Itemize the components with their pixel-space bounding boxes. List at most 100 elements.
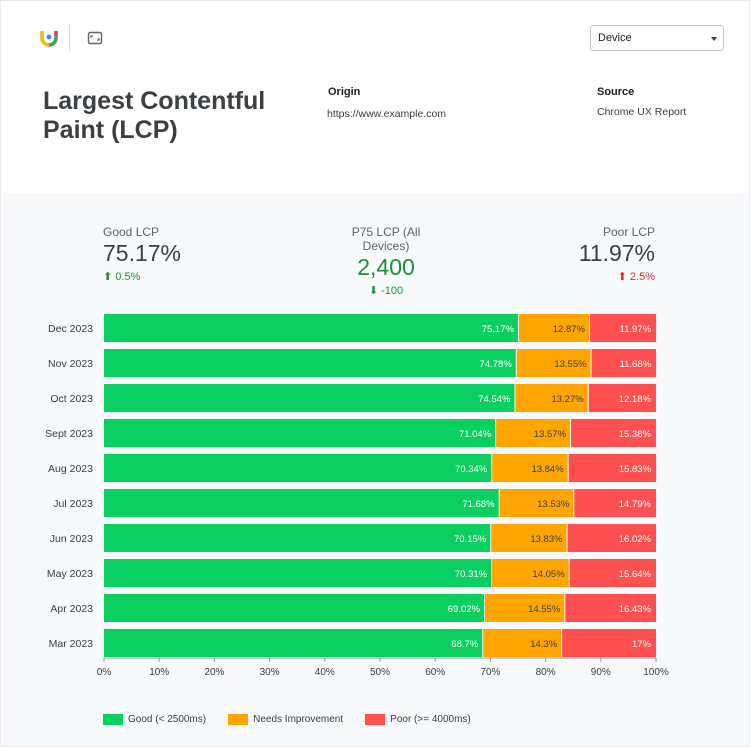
kpi-p75-value: 2,400 xyxy=(357,254,415,280)
data-label-poor: 16.43% xyxy=(619,604,652,615)
data-label-poor: 17% xyxy=(632,639,652,650)
x-tick-label: 0% xyxy=(97,667,112,678)
kpi-poor-label: Poor LCP xyxy=(602,225,655,239)
header-divider xyxy=(69,25,70,51)
data-label-good: 70.15% xyxy=(454,534,487,545)
device-select-value: Device xyxy=(598,32,632,44)
data-label-good: 70.31% xyxy=(455,569,488,580)
data-label-poor: 15.64% xyxy=(619,569,652,580)
origin-label: Origin xyxy=(328,86,361,98)
bar-needs-improvement xyxy=(483,629,562,657)
category-label: May 2023 xyxy=(47,568,93,580)
x-tick-label: 60% xyxy=(425,667,445,678)
legend-item-poor[interactable]: Poor (>= 4000ms) xyxy=(365,714,471,725)
logo-icon xyxy=(40,31,58,47)
device-select[interactable]: Device xyxy=(590,25,724,51)
bar-poor xyxy=(565,594,656,622)
category-label: Mar 2023 xyxy=(49,638,94,650)
category-label: Oct 2023 xyxy=(50,393,93,405)
data-label-good: 74.54% xyxy=(478,394,511,405)
bar-good xyxy=(104,314,518,342)
data-label-poor: 11.97% xyxy=(620,324,652,335)
bar-good xyxy=(104,524,491,552)
data-label-poor: 11.68% xyxy=(620,359,652,370)
bar-needs-improvement xyxy=(492,559,569,587)
x-tick-label: 50% xyxy=(370,667,390,678)
bar-needs-improvement xyxy=(515,384,588,412)
data-label-good: 68.7% xyxy=(451,639,478,650)
category-label: Jun 2023 xyxy=(50,533,93,545)
bar-good xyxy=(104,594,484,622)
bar-poor xyxy=(569,559,656,587)
legend-label-good: Good (< 2500ms) xyxy=(128,714,207,725)
top-bar: Device xyxy=(1,1,750,73)
bar-needs-improvement xyxy=(496,419,571,447)
arrow-up-icon: ⬆ xyxy=(617,271,627,283)
data-label-good: 69.02% xyxy=(448,604,481,615)
data-label-poor: 12.18% xyxy=(619,394,652,405)
data-label-poor: 15.83% xyxy=(619,464,652,475)
bar-good xyxy=(104,349,516,377)
page-title: Largest Contentful Paint (LCP) xyxy=(43,87,266,144)
bar-needs-improvement xyxy=(492,454,568,482)
data-label-needs-improvement: 12.87% xyxy=(553,324,586,335)
bar-poor xyxy=(574,489,656,517)
chart-legend: Good (< 2500ms) Needs Improvement Poor (… xyxy=(103,714,493,725)
bar-poor xyxy=(588,384,656,412)
data-label-good: 74.78% xyxy=(480,359,513,370)
bar-good xyxy=(104,629,483,657)
source-value: Chrome UX Report xyxy=(597,106,687,118)
x-tick-label: 40% xyxy=(315,667,335,678)
kpi-poor-delta-value: 2.5% xyxy=(629,271,655,283)
arrow-down-icon: ⬇ xyxy=(368,285,379,297)
kpi-good-delta-value: 0.5% xyxy=(115,271,141,283)
x-tick-label: 100% xyxy=(643,667,669,678)
expand-icon[interactable] xyxy=(87,30,103,46)
data-label-needs-improvement: 14.55% xyxy=(528,604,561,615)
data-label-good: 70.34% xyxy=(455,464,488,475)
data-label-needs-improvement: 14.3% xyxy=(530,639,557,650)
category-label: Sept 2023 xyxy=(45,428,93,440)
kpi-good-label: Good LCP xyxy=(103,225,160,239)
arrow-up-icon: ⬆ xyxy=(103,271,113,283)
data-label-good: 71.68% xyxy=(462,499,495,510)
kpi-p75-delta: ⬇ -100 xyxy=(330,284,442,297)
data-label-good: 75.17% xyxy=(482,324,515,335)
data-label-needs-improvement: 14.05% xyxy=(532,569,565,580)
kpi-poor-value: 11.97% xyxy=(578,240,655,266)
category-label: Dec 2023 xyxy=(48,323,93,335)
kpi-p75-label: P75 LCP (All Devices) xyxy=(351,225,421,253)
source-label: Source xyxy=(597,86,635,98)
category-label: Jul 2023 xyxy=(53,498,93,510)
kpi-p75-lcp: P75 LCP (All Devices) 2,400 ⬇ -100 xyxy=(330,225,442,297)
bar-good xyxy=(104,489,499,517)
bar-poor xyxy=(589,314,657,342)
origin-value: https://www.example.com xyxy=(327,108,447,120)
bar-needs-improvement xyxy=(516,349,591,377)
bar-poor xyxy=(567,524,656,552)
bar-needs-improvement xyxy=(499,489,574,517)
x-tick-label: 30% xyxy=(260,667,280,678)
chevron-down-icon xyxy=(711,37,717,41)
category-label: Nov 2023 xyxy=(48,358,93,370)
kpi-p75-delta-value: -100 xyxy=(381,285,404,297)
data-label-needs-improvement: 13.55% xyxy=(554,359,587,370)
legend-swatch-needs-improvement xyxy=(228,714,249,725)
kpi-good-value: 75.17% xyxy=(103,240,182,266)
legend-item-good[interactable]: Good (< 2500ms) xyxy=(103,714,206,725)
kpi-poor-delta: ⬆ 2.5% xyxy=(579,270,655,283)
legend-item-needs-improvement[interactable]: Needs Improvement xyxy=(228,714,343,725)
bar-good xyxy=(104,384,515,412)
legend-swatch-good xyxy=(103,714,123,725)
x-tick-label: 10% xyxy=(149,667,169,678)
x-tick-label: 20% xyxy=(204,667,224,678)
bar-needs-improvement xyxy=(484,594,565,622)
category-label: Apr 2023 xyxy=(50,603,93,615)
data-label-needs-improvement: 13.57% xyxy=(534,429,567,440)
bar-good xyxy=(104,559,492,587)
kpi-poor-lcp: Poor LCP 11.97% ⬆ 2.5% xyxy=(579,225,655,283)
x-tick-label: 70% xyxy=(480,667,500,678)
bar-poor xyxy=(571,419,656,447)
kpi-good-lcp: Good LCP 75.17% ⬆ 0.5% xyxy=(103,225,181,283)
